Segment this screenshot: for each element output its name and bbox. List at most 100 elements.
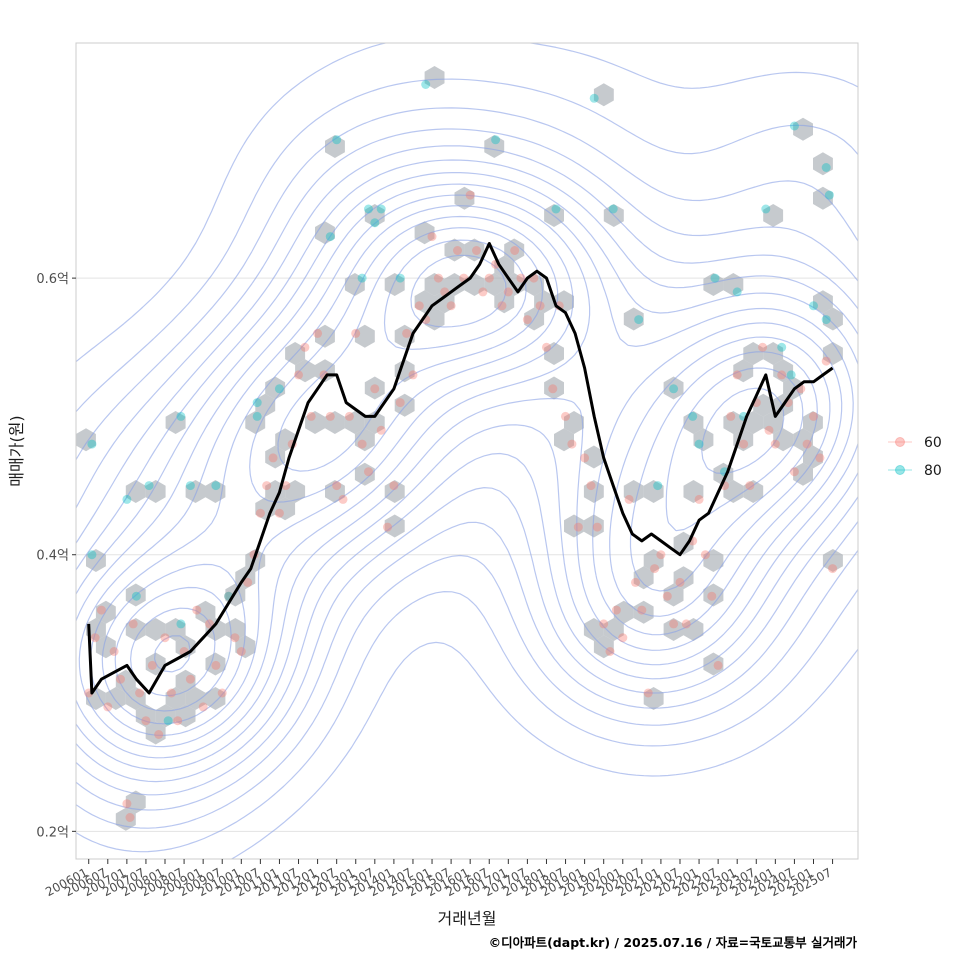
point-60 — [542, 342, 551, 352]
contour-line — [76, 43, 858, 859]
point-60 — [338, 494, 348, 504]
point-60 — [192, 605, 202, 615]
hexbin-cell — [524, 273, 545, 296]
hexbin-cell — [145, 480, 166, 503]
hexbin-cell — [663, 376, 684, 400]
point-60 — [313, 328, 323, 338]
point-80 — [421, 80, 431, 89]
point-60 — [650, 564, 660, 574]
hexbin-cell — [394, 393, 415, 417]
contour-line — [76, 107, 858, 829]
plot-panel — [76, 43, 858, 859]
point-60 — [408, 370, 418, 380]
hexbin-cell — [583, 618, 604, 641]
hexbin-cell — [753, 393, 774, 417]
point-60 — [510, 246, 520, 255]
hexbin-cell — [673, 531, 694, 555]
hexbin-cell — [115, 669, 136, 693]
point-80 — [252, 411, 262, 421]
hexbin-cell — [544, 376, 564, 400]
hexbin-cell — [703, 583, 724, 607]
point-60 — [497, 301, 507, 311]
hexbin-cell — [822, 307, 843, 331]
point-80 — [777, 342, 787, 352]
point-60 — [669, 619, 679, 629]
point-60 — [141, 716, 151, 726]
hexbin-cell — [414, 221, 435, 245]
point-80 — [185, 481, 195, 491]
point-80 — [732, 287, 742, 297]
legend-item-60: 60 — [888, 435, 942, 451]
point-60 — [643, 688, 653, 698]
point-80 — [122, 494, 132, 504]
point-60 — [821, 356, 831, 366]
hexbin-cell — [86, 549, 106, 572]
point-60 — [173, 716, 183, 726]
legend-label-60: 60 — [924, 435, 942, 451]
hexbin-layer — [76, 66, 843, 831]
point-60 — [472, 246, 481, 255]
point-80 — [357, 273, 367, 283]
point-60 — [453, 246, 462, 255]
point-80 — [144, 481, 154, 491]
point-80 — [761, 204, 771, 214]
point-60 — [109, 647, 119, 656]
point-60 — [433, 273, 443, 283]
contour-line — [76, 159, 858, 783]
hexbin-cell — [325, 411, 345, 434]
hexbin-cell — [683, 618, 704, 641]
contour-line — [89, 205, 831, 736]
point-60 — [370, 384, 380, 394]
point-60 — [383, 522, 392, 532]
hexbin-cell — [285, 480, 306, 503]
hexbin-cell — [703, 549, 724, 572]
point-60 — [446, 301, 456, 311]
point-60 — [166, 688, 176, 698]
contour-line — [154, 254, 507, 673]
hexbin-cell — [145, 652, 166, 676]
point-80 — [634, 315, 644, 325]
density-contours — [76, 43, 858, 859]
y-tick-label: 0.2억 — [36, 825, 69, 840]
point-60 — [503, 287, 513, 297]
contour-line — [76, 183, 854, 759]
hexbin-cell — [295, 359, 315, 383]
hexbin-cell — [703, 273, 724, 296]
point-60 — [815, 453, 825, 463]
hexbin-cell — [165, 618, 186, 641]
point-60 — [268, 453, 278, 463]
hexbin-cell — [494, 255, 515, 279]
point-60 — [675, 577, 685, 587]
point-60 — [357, 439, 367, 449]
point-60 — [764, 425, 774, 435]
point-80 — [370, 218, 380, 228]
hexbin-cell — [723, 411, 744, 434]
point-60 — [567, 439, 577, 449]
point-60 — [147, 660, 157, 670]
x-axis: 2006012006072007012007072008012008072009… — [43, 859, 834, 899]
hexbin-cell — [245, 411, 266, 434]
point-80 — [395, 273, 405, 283]
hexbin-cell — [783, 376, 803, 400]
point-80 — [669, 384, 679, 394]
point-80 — [131, 591, 141, 601]
hexbin-cell — [424, 273, 445, 296]
hexbin-cell — [803, 411, 823, 434]
hexbin-cell — [484, 135, 505, 158]
point-60 — [281, 481, 291, 491]
hexbin-cell — [593, 83, 614, 107]
point-60 — [535, 301, 545, 311]
hexbin-cell — [822, 549, 843, 572]
point-60 — [580, 453, 590, 463]
y-tick-label: 0.6억 — [36, 272, 69, 287]
point-60 — [700, 550, 710, 560]
point-80 — [821, 315, 831, 325]
hexbin-cell — [813, 290, 833, 314]
contour-line — [76, 128, 858, 811]
hexbin-cell — [145, 618, 166, 641]
x-axis-title: 거래년월 — [438, 909, 497, 928]
point-80 — [332, 135, 342, 145]
point-60 — [681, 619, 691, 629]
legend-key-60 — [895, 437, 905, 447]
point-80 — [491, 135, 501, 145]
